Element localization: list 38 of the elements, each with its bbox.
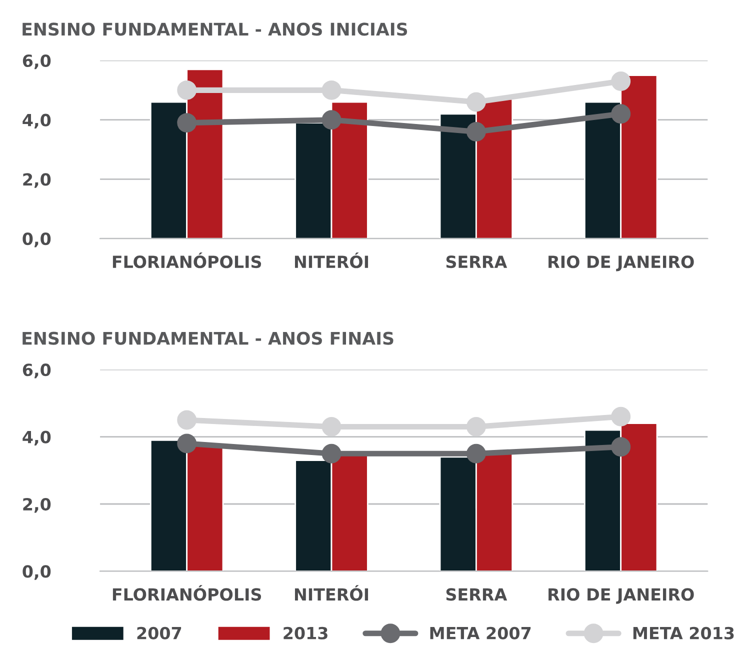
y-tick-label: 0,0 (22, 232, 51, 248)
y-tick-label: 6,0 (22, 364, 51, 378)
y-tick-label: 6,0 (22, 54, 51, 70)
point (611, 437, 631, 457)
point (177, 410, 197, 430)
point (466, 122, 486, 142)
legend-label: META 2013 (633, 626, 734, 640)
point (611, 406, 631, 426)
x-tick-label: NITERÓI (294, 252, 368, 268)
point (466, 416, 486, 436)
y-tick-label: 0,0 (22, 565, 51, 580)
x-tick-label: SERRA (446, 256, 508, 268)
y-tick-label: 2,0 (23, 498, 51, 513)
point (177, 80, 197, 100)
point (611, 72, 631, 91)
x-tick-label: RIO DE JANEIRO (548, 588, 694, 604)
x-tick-label: FLORIANÓPOLIS (112, 585, 262, 601)
y-tick-label: 4,0 (22, 114, 51, 129)
point (611, 104, 631, 124)
legend-label: 2007 (137, 626, 182, 640)
x-tick-label: SERRA (446, 588, 508, 601)
point (177, 434, 197, 454)
y-tick-label: 4,0 (22, 430, 51, 446)
point (322, 416, 342, 436)
point (322, 110, 342, 130)
point (466, 92, 486, 112)
point (466, 444, 486, 464)
point (177, 113, 197, 133)
x-tick-label: RIO DE JANEIRO (548, 256, 694, 272)
chart-title: ENSINO FUNDAMENTAL - ANOS INICIAIS (22, 22, 408, 36)
chart-title: ENSINO FUNDAMENTAL - ANOS FINAIS (22, 332, 394, 345)
point (322, 80, 342, 100)
y-tick-label: 2,0 (23, 173, 51, 188)
point (322, 444, 342, 464)
legend-label: 2013 (284, 626, 328, 640)
x-tick-label: FLORIANÓPOLIS (112, 252, 262, 268)
x-tick-label: NITERÓI (294, 585, 368, 601)
legend-label: META 2007 (430, 626, 531, 640)
